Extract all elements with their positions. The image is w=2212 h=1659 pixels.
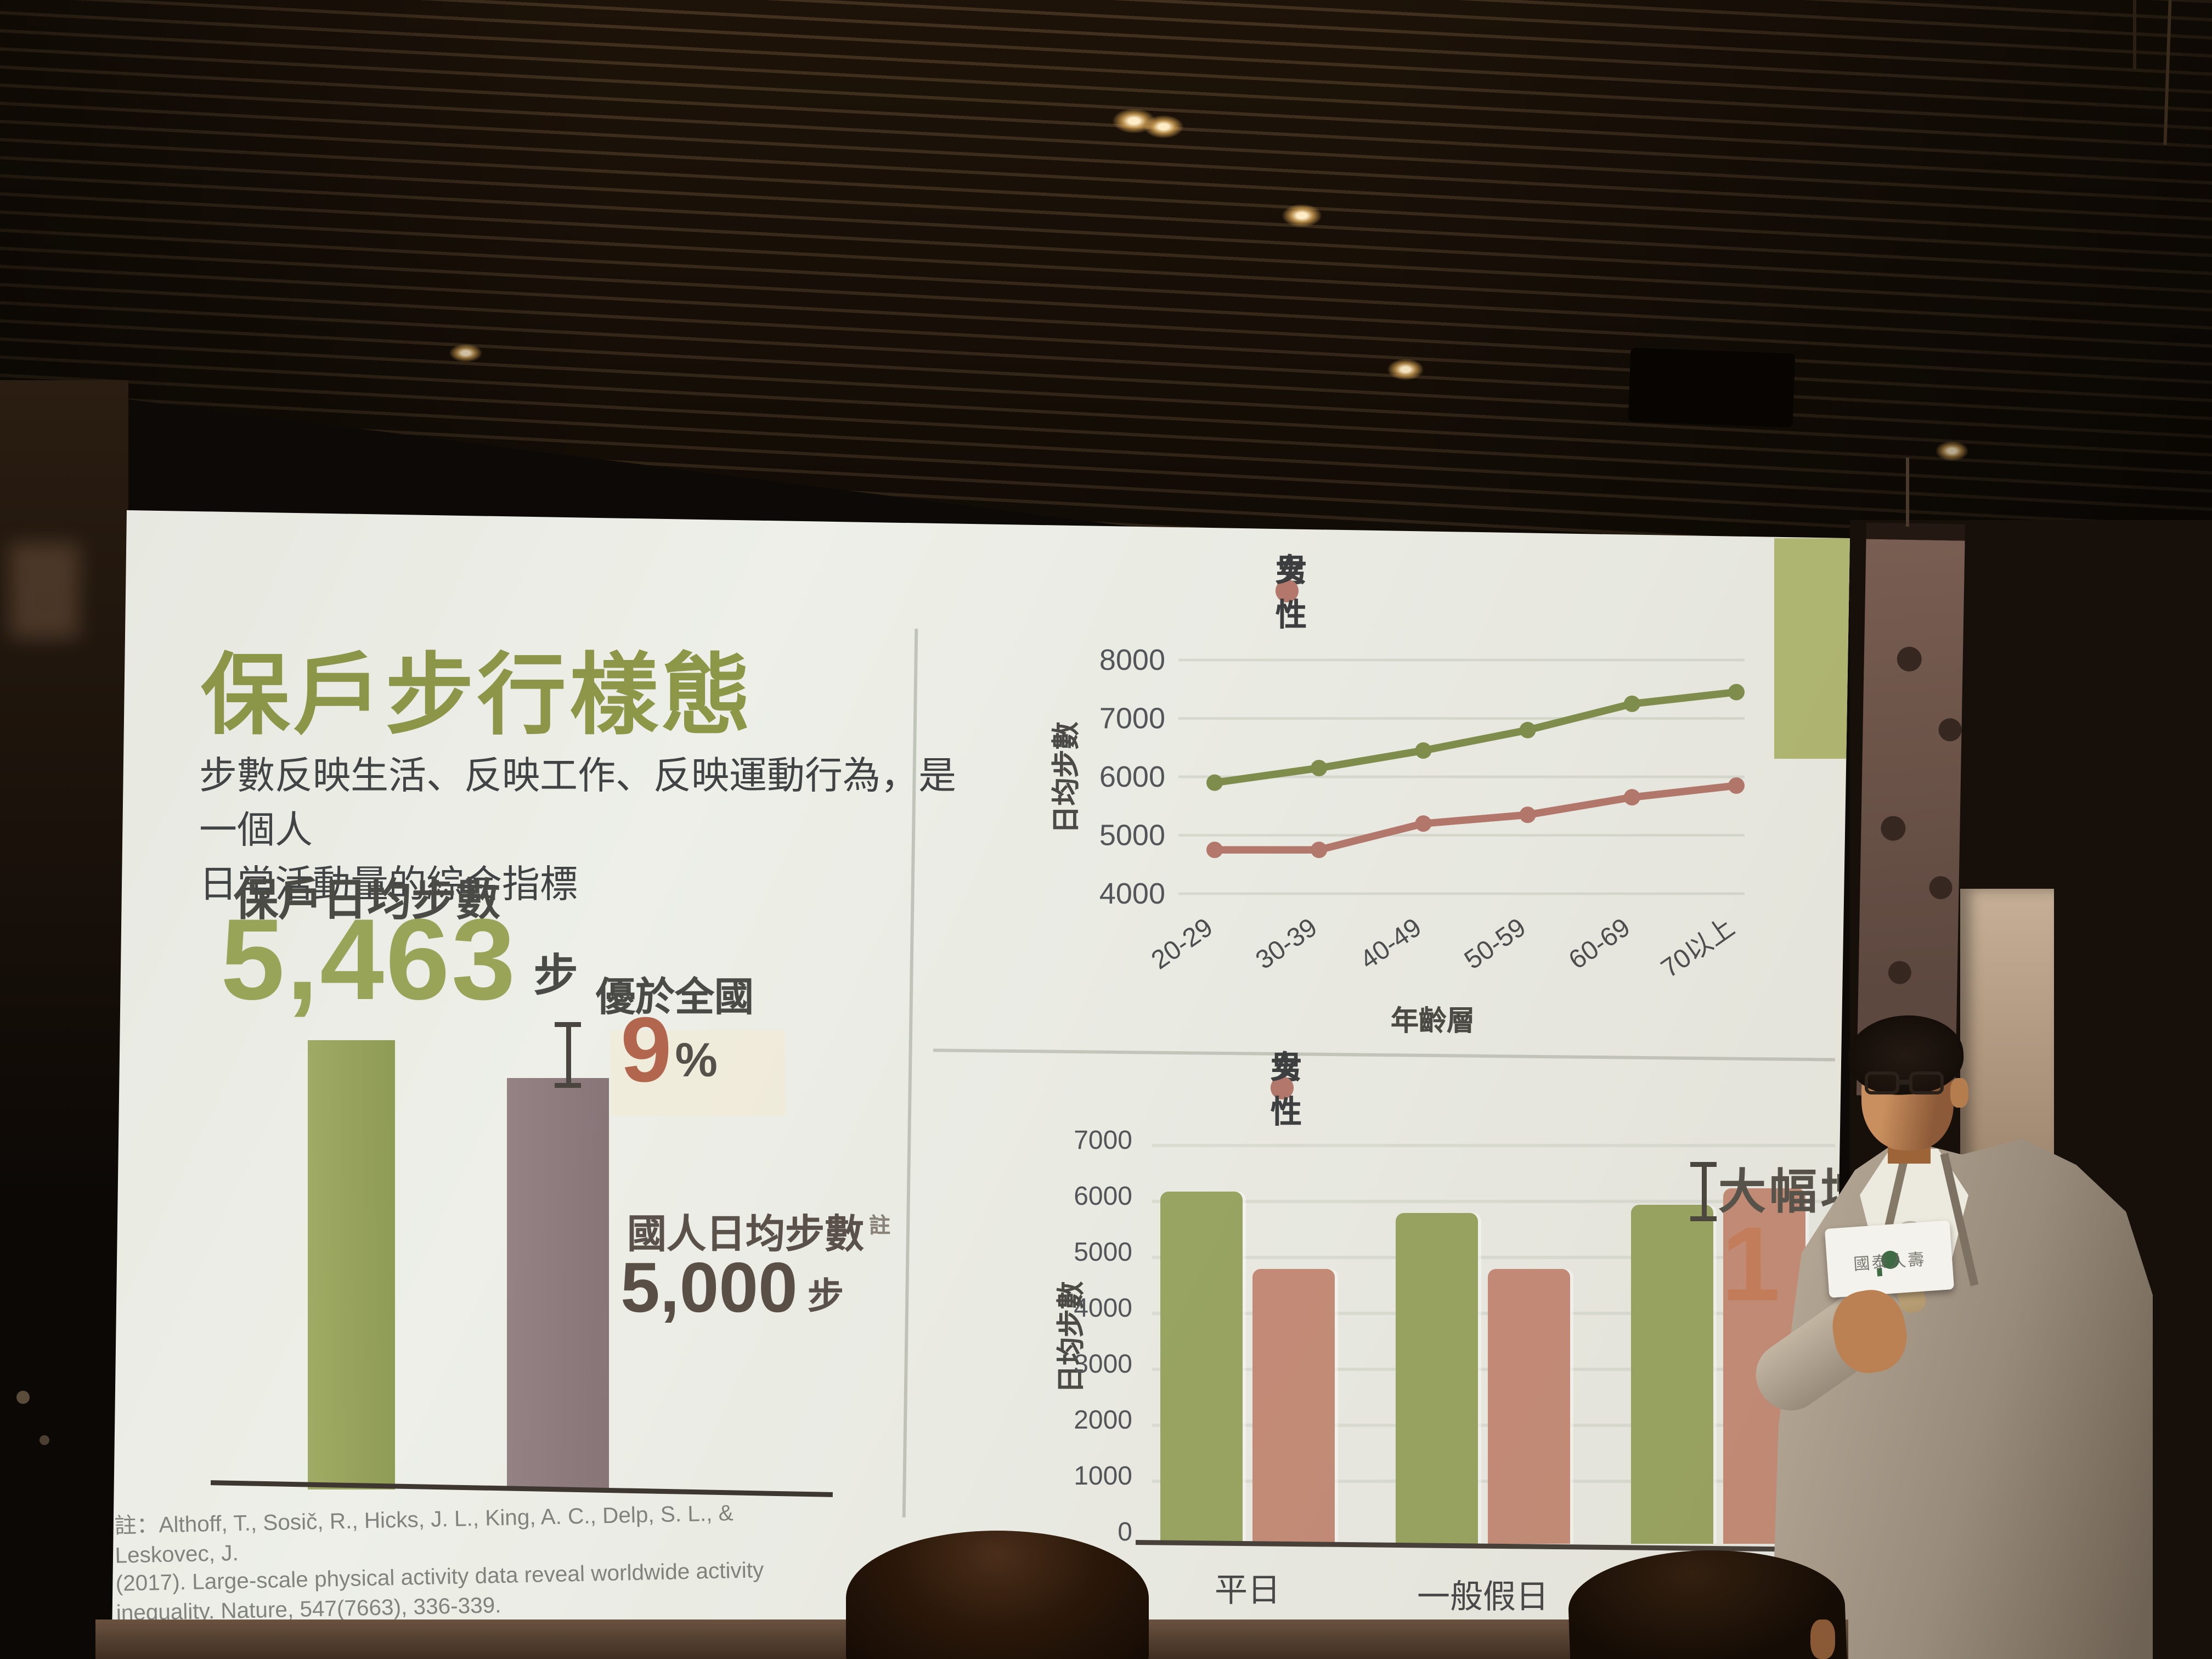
audience-head [846,1531,1149,1659]
svg-text:40-49: 40-49 [1355,913,1427,975]
female-bar-1 [1488,1269,1570,1544]
subtitle-line-1: 步數反映生活、反映工作、反映運動行為，是一個人 [199,754,956,851]
increase-annotation-number: 1 [1722,1205,1780,1323]
mic-flag-text: 國泰人壽 [1853,1250,1927,1274]
ceiling-vent [1628,347,1796,428]
svg-text:70以上: 70以上 [1656,913,1740,984]
female-legend-dot-icon [1271,1076,1294,1099]
svg-text:7000: 7000 [1099,702,1165,735]
increase-bracket-icon [1689,1162,1718,1221]
wall-dot [16,1391,30,1404]
presenter-ear [1950,1078,1968,1108]
policyholder-steps-value: 5,463 [221,895,517,1024]
footnote-mark: 註 [869,1213,891,1238]
ceiling-light-icon [1282,204,1322,227]
bar-category-label: 一般假日 [1417,1580,1549,1616]
policyholder-steps-value-row: 5,463 步 [221,902,578,1017]
slide-title: 保戶步行樣態 [201,647,754,746]
ceiling-light-icon [1387,359,1424,380]
ceiling-light-icon [449,344,482,362]
svg-text:20-29: 20-29 [1146,913,1218,975]
bar-category-label: 平日 [1215,1573,1280,1610]
line-chart-y-axis-title: 日均步數 [1051,721,1082,834]
national-steps-value: 5,000 [620,1249,798,1328]
male-bar-0 [1160,1191,1243,1544]
glasses-bridge [1898,1080,1911,1084]
svg-text:30-39: 30-39 [1251,913,1323,975]
svg-text:8000: 8000 [1099,644,1165,676]
female-bar-0 [1252,1269,1335,1544]
audience-ear [1810,1620,1835,1659]
ceiling-light-icon [1936,441,1968,461]
bar-chart-y-ticks: 0 1000 2000 3000 4000 5000 6000 7000 [1074,1127,1132,1547]
national-steps-value-row: 5,000 步 [620,1254,844,1325]
svg-text:4000: 4000 [1099,877,1165,910]
advantage-value-row: 9 % [620,997,718,1101]
hanging-cable [2133,0,2136,69]
advantage-label: 優於全國 [596,976,754,1020]
slide-deco-rect [1774,538,1850,759]
dotted-banner [1856,522,1966,1097]
advantage-unit: % [675,1035,718,1088]
female-legend-label: 女性 [1276,555,1307,634]
ceiling-light-icon [1144,115,1183,138]
svg-text:50-59: 50-59 [1459,913,1531,975]
citation-footnote: 註：Althoff, T., Sosič, R., Hicks, J. L., … [114,1500,764,1625]
national-bar [507,1078,609,1489]
glasses-icon [1865,1071,1899,1094]
slide-subtitle: 步數反映生活、反映工作、反映運動行為，是一個人 日常活動量的綜合指標 [199,749,973,912]
wall-dot [40,1435,49,1445]
glasses-icon [1909,1071,1944,1094]
subtitle-line-2: 日常活動量的綜合指標 [199,862,578,905]
banner-cable [1906,458,1909,527]
svg-text:5000: 5000 [1099,819,1165,852]
line-chart-x-axis-title: 年齡層 [1391,1006,1475,1037]
policyholder-steps-label: 保戶日均步數 [234,876,500,925]
female-legend-dot-icon [1276,579,1299,602]
male-bar-1 [1396,1214,1478,1544]
increase-annotation: 大幅增加 [1718,1167,1923,1220]
policyholder-bar [308,1040,395,1489]
svg-text:60-69: 60-69 [1564,913,1635,975]
policyholder-steps-unit: 步 [533,951,578,1001]
national-steps-unit: 步 [807,1276,844,1317]
advantage-value: 9 [620,997,672,1101]
horizontal-divider [933,1048,1835,1061]
male-legend-label: 男性 [1271,1052,1302,1131]
left-wall-highlight [10,543,79,639]
national-steps-label: 國人日均步數註 [627,1213,891,1257]
male-bar-2 [1631,1205,1713,1544]
advantage-highlight [611,1030,785,1116]
svg-text:6000: 6000 [1099,760,1165,793]
difference-bracket-icon [553,1022,583,1088]
microphone-flag: 國泰人壽 [1824,1220,1955,1298]
female-legend-label: 女性 [1271,1052,1302,1131]
